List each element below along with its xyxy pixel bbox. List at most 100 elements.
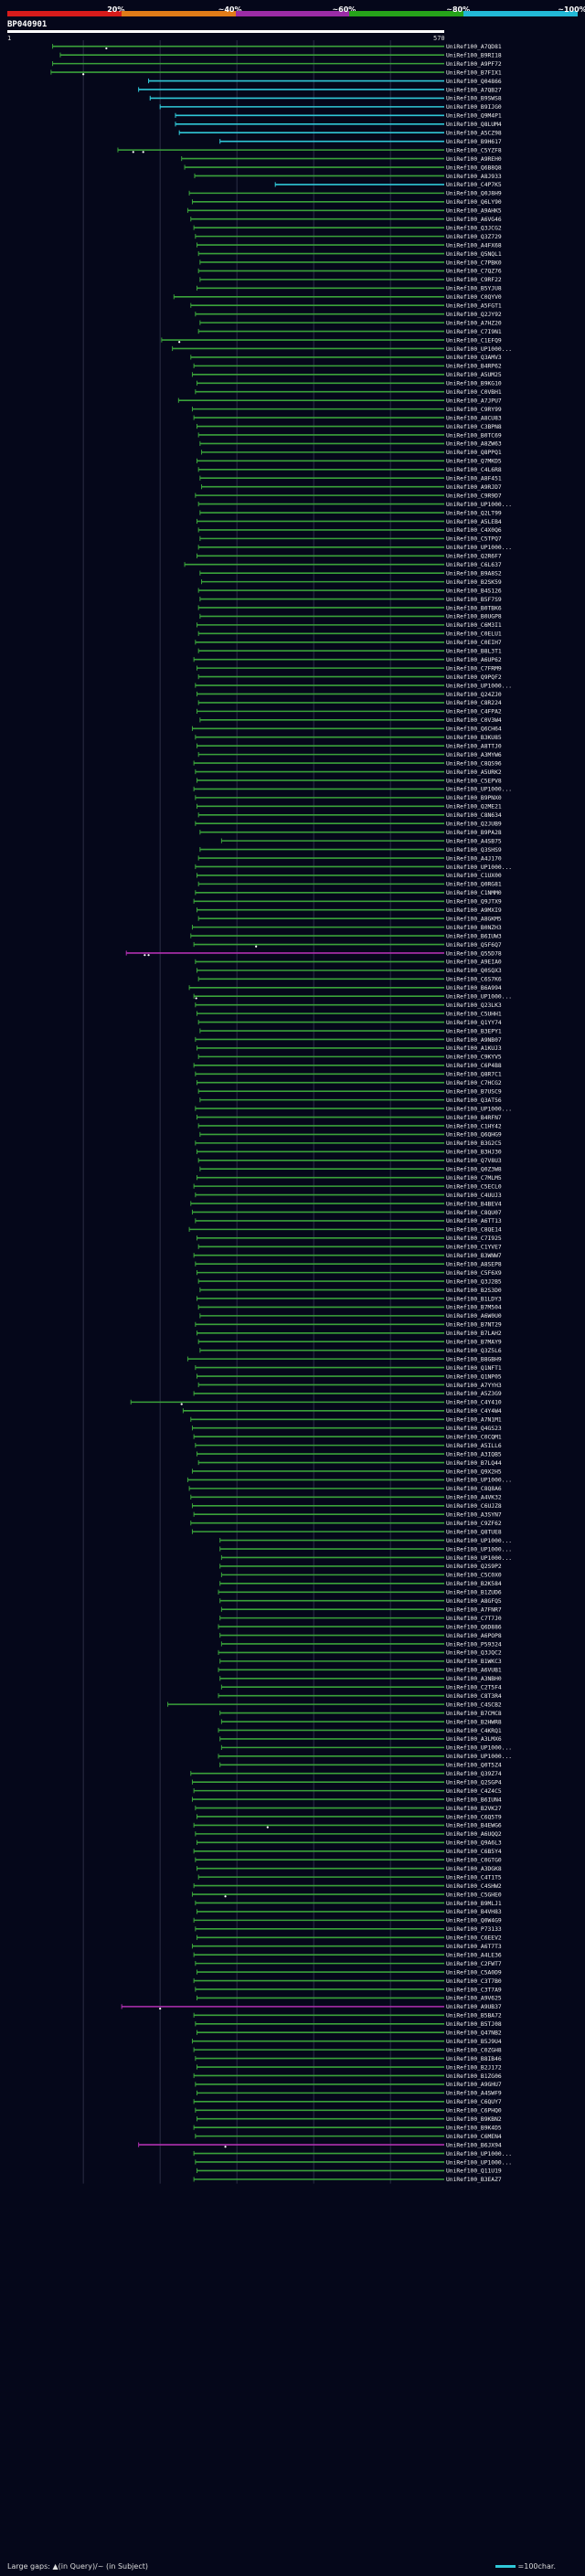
hit-label[interactable]: UniRef100_B1LDY3: [446, 1296, 502, 1302]
hit-row[interactable]: UniRef100_A4SB75: [220, 838, 502, 844]
hit-row[interactable]: UniRef100_C1UX00: [196, 873, 502, 879]
hit-label[interactable]: UniRef100_Q0SQX3: [446, 968, 502, 974]
hit-label[interactable]: UniRef100_UP1000...: [446, 1754, 512, 1760]
hit-label[interactable]: UniRef100_C1HY42: [446, 1123, 502, 1129]
hit-label[interactable]: UniRef100_C6P4B8: [446, 1063, 502, 1069]
hit-label[interactable]: UniRef100_A9NB07: [446, 1037, 502, 1044]
hit-row[interactable]: UniRef100_C1HY42: [197, 1123, 502, 1129]
hit-label[interactable]: UniRef100_B8GBH9: [446, 1356, 502, 1362]
hit-row[interactable]: UniRef100_UP1000...: [197, 502, 512, 508]
hit-label[interactable]: UniRef100_B9KBN2: [446, 2116, 502, 2123]
hit-label[interactable]: UniRef100_C7FRM9: [446, 665, 502, 672]
hit-row[interactable]: UniRef100_A7N1M1: [190, 1417, 502, 1424]
hit-row[interactable]: UniRef100_C3T7B0: [193, 1978, 502, 1985]
hit-row[interactable]: UniRef100_C5F6X9: [196, 1270, 502, 1277]
hit-label[interactable]: UniRef100_A8GFQ5: [446, 1598, 502, 1605]
hit-row[interactable]: UniRef100_B2SK59: [201, 579, 502, 586]
hit-label[interactable]: UniRef100_B4VH83: [446, 1909, 502, 1915]
hit-label[interactable]: UniRef100_C6UJZ8: [446, 1503, 502, 1510]
hit-label[interactable]: UniRef100_C1EFQ9: [446, 337, 502, 344]
hit-label[interactable]: UniRef100_C8N634: [446, 812, 502, 819]
hit-label[interactable]: UniRef100_C0GTG0: [446, 1858, 502, 1864]
hit-row[interactable]: UniRef100_A9RJD7: [201, 484, 502, 491]
hit-row[interactable]: UniRef100_UP1000...: [220, 1745, 512, 1752]
hit-row[interactable]: UniRef100_A6W0U0: [199, 1313, 502, 1320]
hit-row[interactable]: UniRef100_C6B5Y4: [193, 1849, 502, 1855]
hit-label[interactable]: UniRef100_B0TBK6: [446, 605, 502, 611]
hit-label[interactable]: UniRef100_A9UB37: [446, 2004, 502, 2010]
hit-label[interactable]: UniRef100_B5BA72: [446, 2013, 502, 2019]
hit-row[interactable]: UniRef100_C0V3W4: [199, 717, 502, 724]
hit-row[interactable]: UniRef100_A3SYN7: [193, 1512, 502, 1519]
hit-label[interactable]: UniRef100_C2FWT7: [446, 1961, 502, 1967]
hit-row[interactable]: UniRef100_Q0SQX3: [196, 968, 502, 974]
hit-label[interactable]: UniRef100_UP1000...: [446, 502, 512, 508]
hit-label[interactable]: UniRef100_B9SWS8: [446, 96, 502, 102]
hit-row[interactable]: UniRef100_A3MYW6: [197, 752, 502, 758]
hit-row[interactable]: UniRef100_A7YYH3: [197, 1383, 502, 1389]
hit-row[interactable]: UniRef100_Q5F6Q7: [193, 942, 502, 949]
hit-label[interactable]: UniRef100_C0VBH1: [446, 389, 502, 396]
hit-row[interactable]: UniRef100_Q3SHS9: [199, 847, 502, 853]
hit-label[interactable]: UniRef100_B5J9U4: [446, 2039, 502, 2045]
hit-row[interactable]: UniRef100_UP1000...: [195, 2159, 512, 2166]
hit-label[interactable]: UniRef100_Q3AMV3: [446, 355, 502, 361]
hit-row[interactable]: UniRef100_Q47NB2: [196, 2030, 502, 2037]
hit-label[interactable]: UniRef100_C6Q5T9: [446, 1814, 502, 1820]
hit-row[interactable]: UniRef100_Q0T5Z4: [219, 1763, 502, 1769]
hit-label[interactable]: UniRef100_C9RF22: [446, 277, 502, 283]
hit-label[interactable]: UniRef100_C6QUY7: [446, 2099, 502, 2105]
hit-label[interactable]: UniRef100_A9EIA0: [446, 959, 502, 966]
hit-label[interactable]: UniRef100_Q2ME21: [446, 804, 502, 811]
hit-row[interactable]: UniRef100_A9NB07: [195, 1037, 502, 1044]
hit-label[interactable]: UniRef100_B6JX94: [446, 2142, 502, 2148]
hit-row[interactable]: UniRef100_A6TT13: [195, 1218, 502, 1224]
hit-row[interactable]: UniRef100_A4LE36: [193, 1952, 502, 1958]
hit-label[interactable]: UniRef100_C7HCG2: [446, 1080, 502, 1087]
hit-label[interactable]: UniRef100_C8QS96: [446, 760, 502, 767]
hit-row[interactable]: UniRef100_Q6QHG9: [199, 1132, 502, 1139]
hit-row[interactable]: UniRef100_C1EFQ9: [161, 337, 502, 344]
hit-row[interactable]: UniRef100_B3EAZ7: [193, 2177, 502, 2183]
hit-label[interactable]: UniRef100_C9R9D7: [446, 493, 502, 499]
hit-label[interactable]: UniRef100_C5GHE0: [446, 1892, 502, 1898]
hit-row[interactable]: UniRef100_C4Y4W4: [182, 1408, 502, 1415]
hit-label[interactable]: UniRef100_C0ZGH8: [446, 2047, 502, 2053]
hit-row[interactable]: UniRef100_A6UP62: [193, 657, 502, 663]
hit-label[interactable]: UniRef100_A4SB75: [446, 838, 502, 844]
hit-row[interactable]: UniRef100_A4SWF9: [196, 2091, 502, 2097]
hit-row[interactable]: UniRef100_B5F7S9: [199, 597, 502, 603]
hit-row[interactable]: UniRef100_Q9M4P1: [175, 113, 502, 120]
hit-row[interactable]: UniRef100_C0VBH1: [195, 389, 502, 396]
hit-row[interactable]: UniRef100_B9MLJ1: [195, 1901, 502, 1907]
hit-label[interactable]: UniRef100_UP1000...: [446, 1546, 512, 1553]
hit-row[interactable]: UniRef100_C5EPV8: [196, 778, 502, 784]
hit-label[interactable]: UniRef100_A6T7T3: [446, 1944, 502, 1950]
hit-row[interactable]: UniRef100_B4EWG6: [193, 1823, 502, 1829]
hit-row[interactable]: UniRef100_B6IUW3: [190, 933, 502, 939]
hit-row[interactable]: UniRef100_A5ILL6: [195, 1443, 502, 1449]
hit-row[interactable]: UniRef100_B7CMC8: [219, 1711, 502, 1717]
hit-row[interactable]: UniRef100_C7PBK0: [199, 260, 502, 266]
hit-row[interactable]: UniRef100_C5ECL0: [193, 1183, 502, 1190]
hit-row[interactable]: UniRef100_UP1000...: [219, 1546, 512, 1553]
hit-row[interactable]: UniRef100_UP1000...: [218, 1754, 512, 1760]
hit-label[interactable]: UniRef100_B5YJU8: [446, 286, 502, 292]
hit-row[interactable]: UniRef100_B5J9U4: [191, 2039, 502, 2045]
hit-row[interactable]: UniRef100_C1YVE7: [197, 1245, 502, 1251]
hit-label[interactable]: UniRef100_C5EPV8: [446, 778, 502, 784]
hit-row[interactable]: UniRef100_C8T3R4: [218, 1693, 502, 1700]
hit-row[interactable]: UniRef100_A6UQQ2: [195, 1831, 502, 1838]
hit-label[interactable]: UniRef100_A7FNR7: [446, 1606, 502, 1613]
hit-label[interactable]: UniRef100_A3SYN7: [446, 1512, 502, 1519]
hit-row[interactable]: UniRef100_B3EPY1: [199, 1028, 502, 1034]
hit-label[interactable]: UniRef100_Q47NB2: [446, 2030, 502, 2037]
hit-label[interactable]: UniRef100_Q2R6F7: [446, 554, 502, 560]
hit-label[interactable]: UniRef100_B6IUN4: [446, 1797, 502, 1803]
hit-label[interactable]: UniRef100_C7MLM5: [446, 1175, 502, 1182]
hit-row[interactable]: UniRef100_C6M3I1: [196, 622, 502, 629]
hit-row[interactable]: UniRef100_C3T7A9: [195, 1987, 502, 1993]
hit-row[interactable]: UniRef100_Q3JQC2: [218, 1650, 502, 1657]
hit-label[interactable]: UniRef100_C1NMM0: [446, 890, 502, 896]
hit-row[interactable]: UniRef100_Q6B8Q8: [184, 164, 502, 171]
